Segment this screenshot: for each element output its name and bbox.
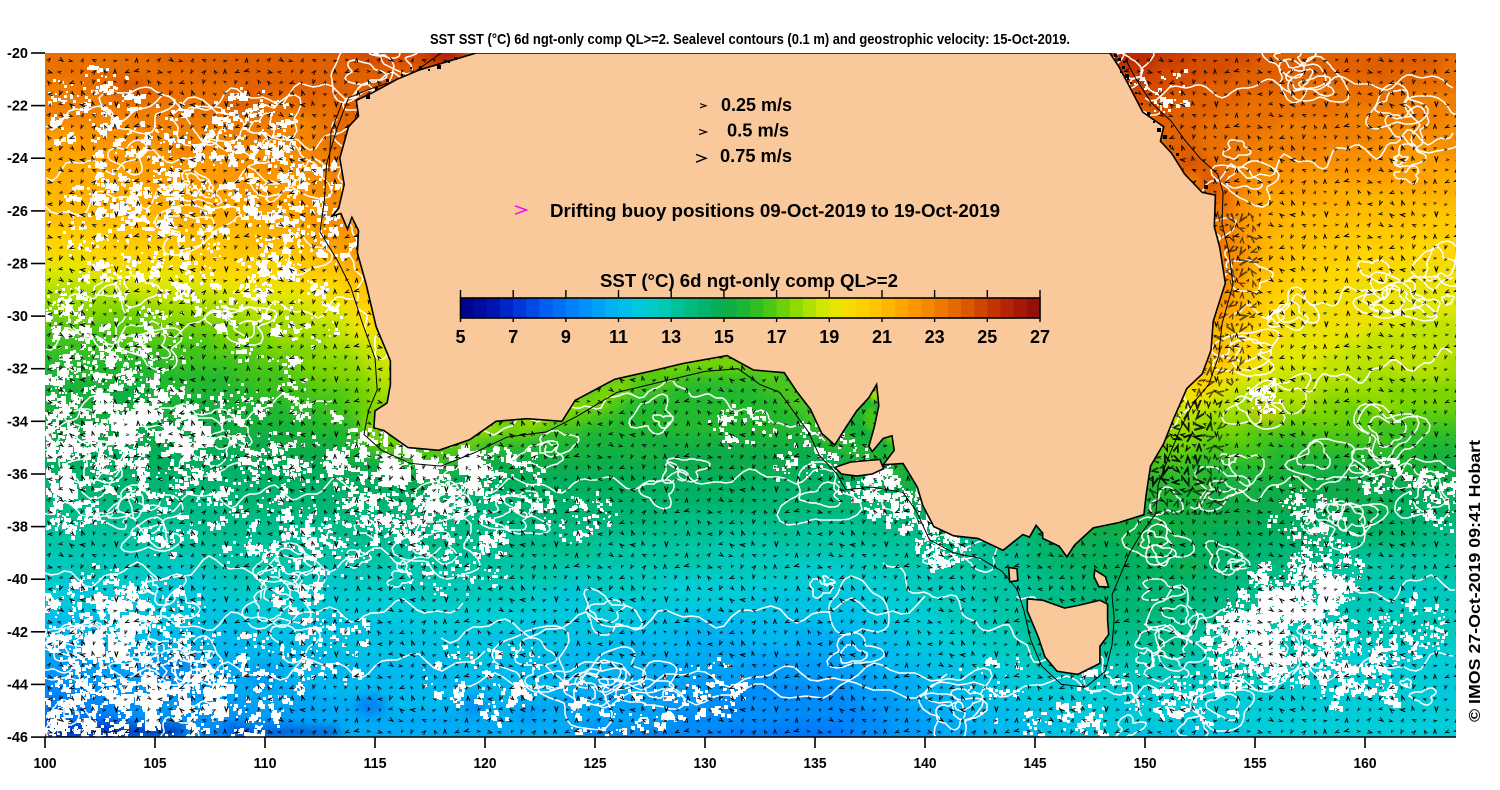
svg-text:0.5 m/s: 0.5 m/s: [727, 121, 789, 141]
svg-text:-20: -20: [7, 45, 28, 62]
svg-text:-32: -32: [7, 361, 28, 378]
svg-text:155: 155: [1244, 755, 1267, 772]
svg-text:-24: -24: [7, 150, 29, 167]
svg-text:15: 15: [714, 327, 734, 347]
svg-text:27: 27: [1030, 327, 1050, 347]
svg-text:23: 23: [925, 327, 945, 347]
svg-text:130: 130: [694, 755, 717, 772]
svg-text:21: 21: [872, 327, 892, 347]
svg-text:7: 7: [508, 327, 518, 347]
svg-text:© IMOS 27-Oct-2019 09:41 Hobar: © IMOS 27-Oct-2019 09:41 Hobart: [1467, 439, 1484, 722]
svg-text:0.25 m/s: 0.25 m/s: [721, 95, 792, 115]
svg-text:SST SST (°C) 6d ngt-only comp: SST SST (°C) 6d ngt-only comp QL>=2. Sea…: [430, 31, 1070, 48]
svg-text:-36: -36: [7, 466, 28, 483]
svg-text:0.75 m/s: 0.75 m/s: [720, 146, 792, 166]
svg-text:120: 120: [474, 755, 497, 772]
svg-text:150: 150: [1134, 755, 1157, 772]
svg-text:-40: -40: [7, 571, 28, 588]
svg-text:Drifting buoy positions 09-Oct: Drifting buoy positions 09-Oct-2019 to 1…: [550, 201, 1000, 221]
svg-text:100: 100: [34, 755, 57, 772]
svg-text:140: 140: [914, 755, 937, 772]
svg-text:-28: -28: [7, 256, 28, 273]
svg-text:-34: -34: [7, 413, 29, 430]
svg-text:-22: -22: [7, 98, 28, 115]
svg-text:-26: -26: [7, 203, 28, 220]
svg-text:135: 135: [804, 755, 827, 772]
svg-text:-44: -44: [7, 676, 29, 693]
svg-text:125: 125: [584, 755, 607, 772]
svg-text:115: 115: [364, 755, 387, 772]
svg-text:105: 105: [144, 755, 167, 772]
svg-text:-38: -38: [7, 519, 28, 536]
svg-text:9: 9: [561, 327, 571, 347]
svg-text:-42: -42: [7, 624, 28, 641]
svg-text:-30: -30: [7, 308, 28, 325]
svg-text:SST (°C) 6d ngt-only comp QL>=: SST (°C) 6d ngt-only comp QL>=2: [600, 271, 898, 291]
svg-text:160: 160: [1354, 755, 1377, 772]
svg-text:13: 13: [661, 327, 681, 347]
svg-text:19: 19: [819, 327, 839, 347]
svg-text:17: 17: [767, 327, 787, 347]
svg-text:-46: -46: [7, 729, 28, 746]
svg-text:25: 25: [977, 327, 997, 347]
svg-text:145: 145: [1024, 755, 1047, 772]
svg-text:5: 5: [455, 327, 465, 347]
svg-text:11: 11: [609, 327, 628, 347]
svg-text:110: 110: [254, 755, 277, 772]
